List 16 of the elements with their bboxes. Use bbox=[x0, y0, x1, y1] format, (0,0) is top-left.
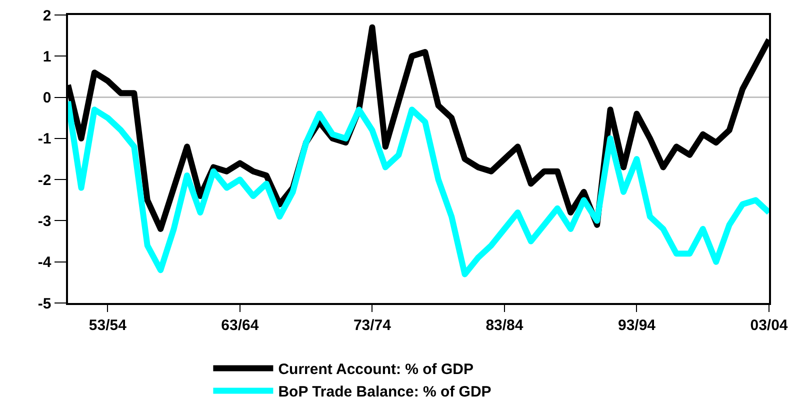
legend-label: BoP Trade Balance: % of GDP bbox=[278, 384, 492, 401]
y-tick-label: -1 bbox=[38, 130, 52, 148]
y-tick-label: -4 bbox=[38, 254, 52, 272]
x-tick-label: 53/54 bbox=[88, 316, 128, 334]
y-tick-label: -5 bbox=[38, 295, 52, 312]
y-tick-label: -2 bbox=[38, 172, 52, 189]
x-tick-label: 63/64 bbox=[221, 316, 260, 334]
y-tick-label: -3 bbox=[38, 212, 52, 230]
x-tick-label: 83/84 bbox=[486, 316, 524, 334]
legend-label: Current Account: % of GDP bbox=[278, 361, 474, 378]
y-tick-label: 2 bbox=[42, 7, 52, 24]
x-tick-label: 93/94 bbox=[618, 316, 656, 334]
y-tick-label: 1 bbox=[42, 48, 52, 66]
x-tick-label: 03/04 bbox=[750, 316, 788, 334]
x-tick-label: 73/74 bbox=[353, 316, 392, 334]
y-tick-label: 0 bbox=[42, 90, 52, 107]
